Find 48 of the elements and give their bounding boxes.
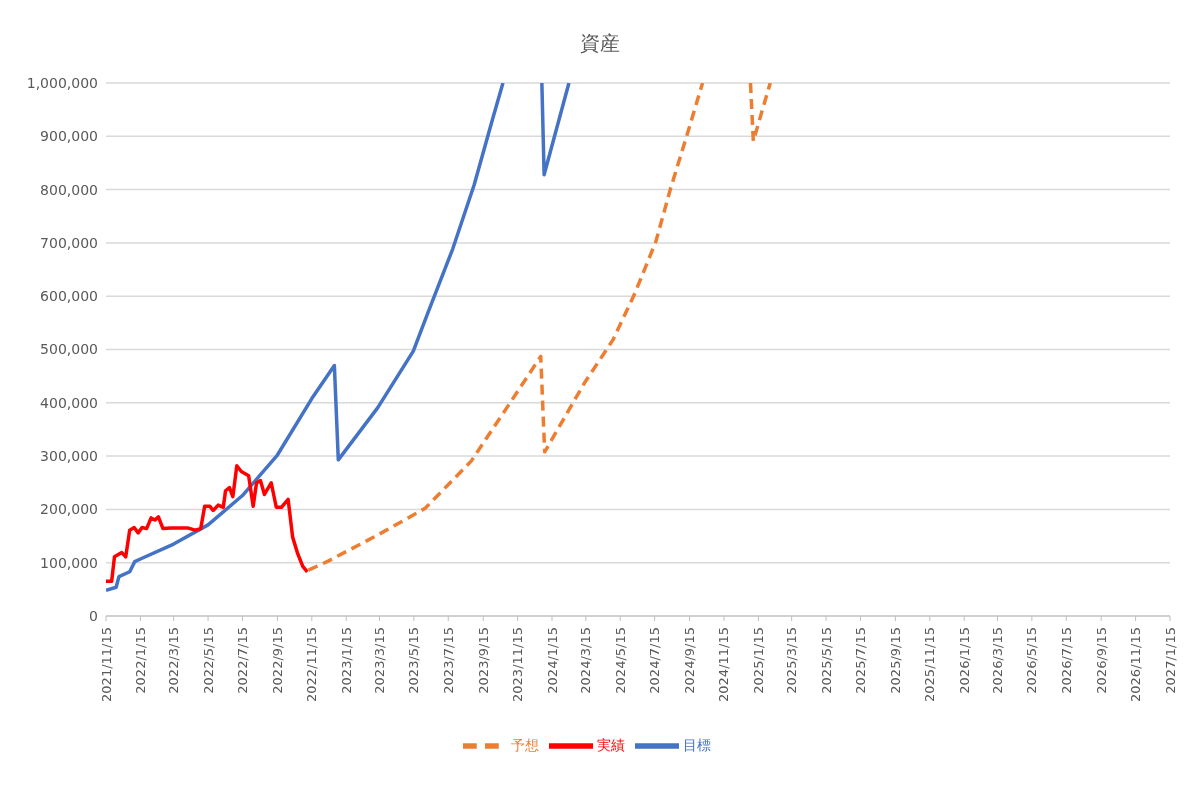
x-tick-label: 2026/9/15 xyxy=(1093,627,1109,694)
y-tick-label: 200,000 xyxy=(40,501,98,518)
x-tick-label: 2025/3/15 xyxy=(784,627,800,694)
x-tick-label: 2024/11/15 xyxy=(716,627,732,702)
x-tick-label: 2021/11/15 xyxy=(98,627,114,702)
y-tick-label: 600,000 xyxy=(40,288,98,305)
line-series xyxy=(106,463,310,584)
y-tick-label: 1,000,000 xyxy=(26,74,98,91)
y-tick-label: 100,000 xyxy=(40,554,98,571)
x-tick-label: 2026/7/15 xyxy=(1058,627,1074,694)
x-tick-label: 2025/7/15 xyxy=(852,627,868,694)
x-tick-label: 2024/9/15 xyxy=(682,627,698,694)
x-tick-label: 2026/1/15 xyxy=(956,627,972,694)
chart-title: 資産 xyxy=(579,30,621,57)
x-tick-label: 2023/11/15 xyxy=(510,627,526,702)
y-tick-label: 800,000 xyxy=(40,181,98,198)
x-tick-label: 2023/5/15 xyxy=(406,627,422,694)
x-tick-label: 2022/7/15 xyxy=(234,627,250,694)
legend-label: 目標 xyxy=(683,737,711,753)
y-tick-label: 700,000 xyxy=(40,234,98,251)
x-tick-label: 2025/9/15 xyxy=(887,627,903,694)
legend-label: 予想 xyxy=(511,737,539,753)
x-tick-label: 2024/7/15 xyxy=(647,627,663,694)
x-tick-label: 2022/11/15 xyxy=(304,627,320,702)
x-tick-label: 2025/1/15 xyxy=(750,627,766,694)
x-tick-label: 2022/9/15 xyxy=(269,627,285,694)
x-tick-label: 2027/1/15 xyxy=(1162,627,1178,694)
x-tick-label: 2026/5/15 xyxy=(1024,627,1040,694)
x-tick-label: 2026/11/15 xyxy=(1128,627,1144,702)
x-tick-label: 2023/3/15 xyxy=(371,627,387,694)
x-tick-label: 2024/5/15 xyxy=(612,627,628,694)
legend-label: 実績 xyxy=(597,737,625,753)
x-tick-label: 2025/11/15 xyxy=(922,627,938,702)
x-tick-label: 2023/7/15 xyxy=(440,627,456,694)
y-tick-label: 0 xyxy=(89,607,98,624)
y-tick-label: 900,000 xyxy=(40,128,98,145)
x-tick-label: 2022/3/15 xyxy=(166,627,182,694)
y-tick-label: 300,000 xyxy=(40,448,98,465)
y-tick-label: 500,000 xyxy=(40,341,98,358)
x-tick-label: 2023/9/15 xyxy=(475,627,491,694)
x-tick-label: 2024/3/15 xyxy=(578,627,594,694)
x-tick-label: 2024/1/15 xyxy=(544,627,560,694)
x-tick-label: 2022/5/15 xyxy=(200,627,216,694)
x-tick-label: 2025/5/15 xyxy=(818,627,834,694)
x-tick-label: 2022/1/15 xyxy=(132,627,148,694)
y-tick-label: 400,000 xyxy=(40,394,98,411)
x-tick-label: 2023/1/15 xyxy=(338,627,354,694)
x-tick-label: 2026/3/15 xyxy=(989,627,1005,694)
